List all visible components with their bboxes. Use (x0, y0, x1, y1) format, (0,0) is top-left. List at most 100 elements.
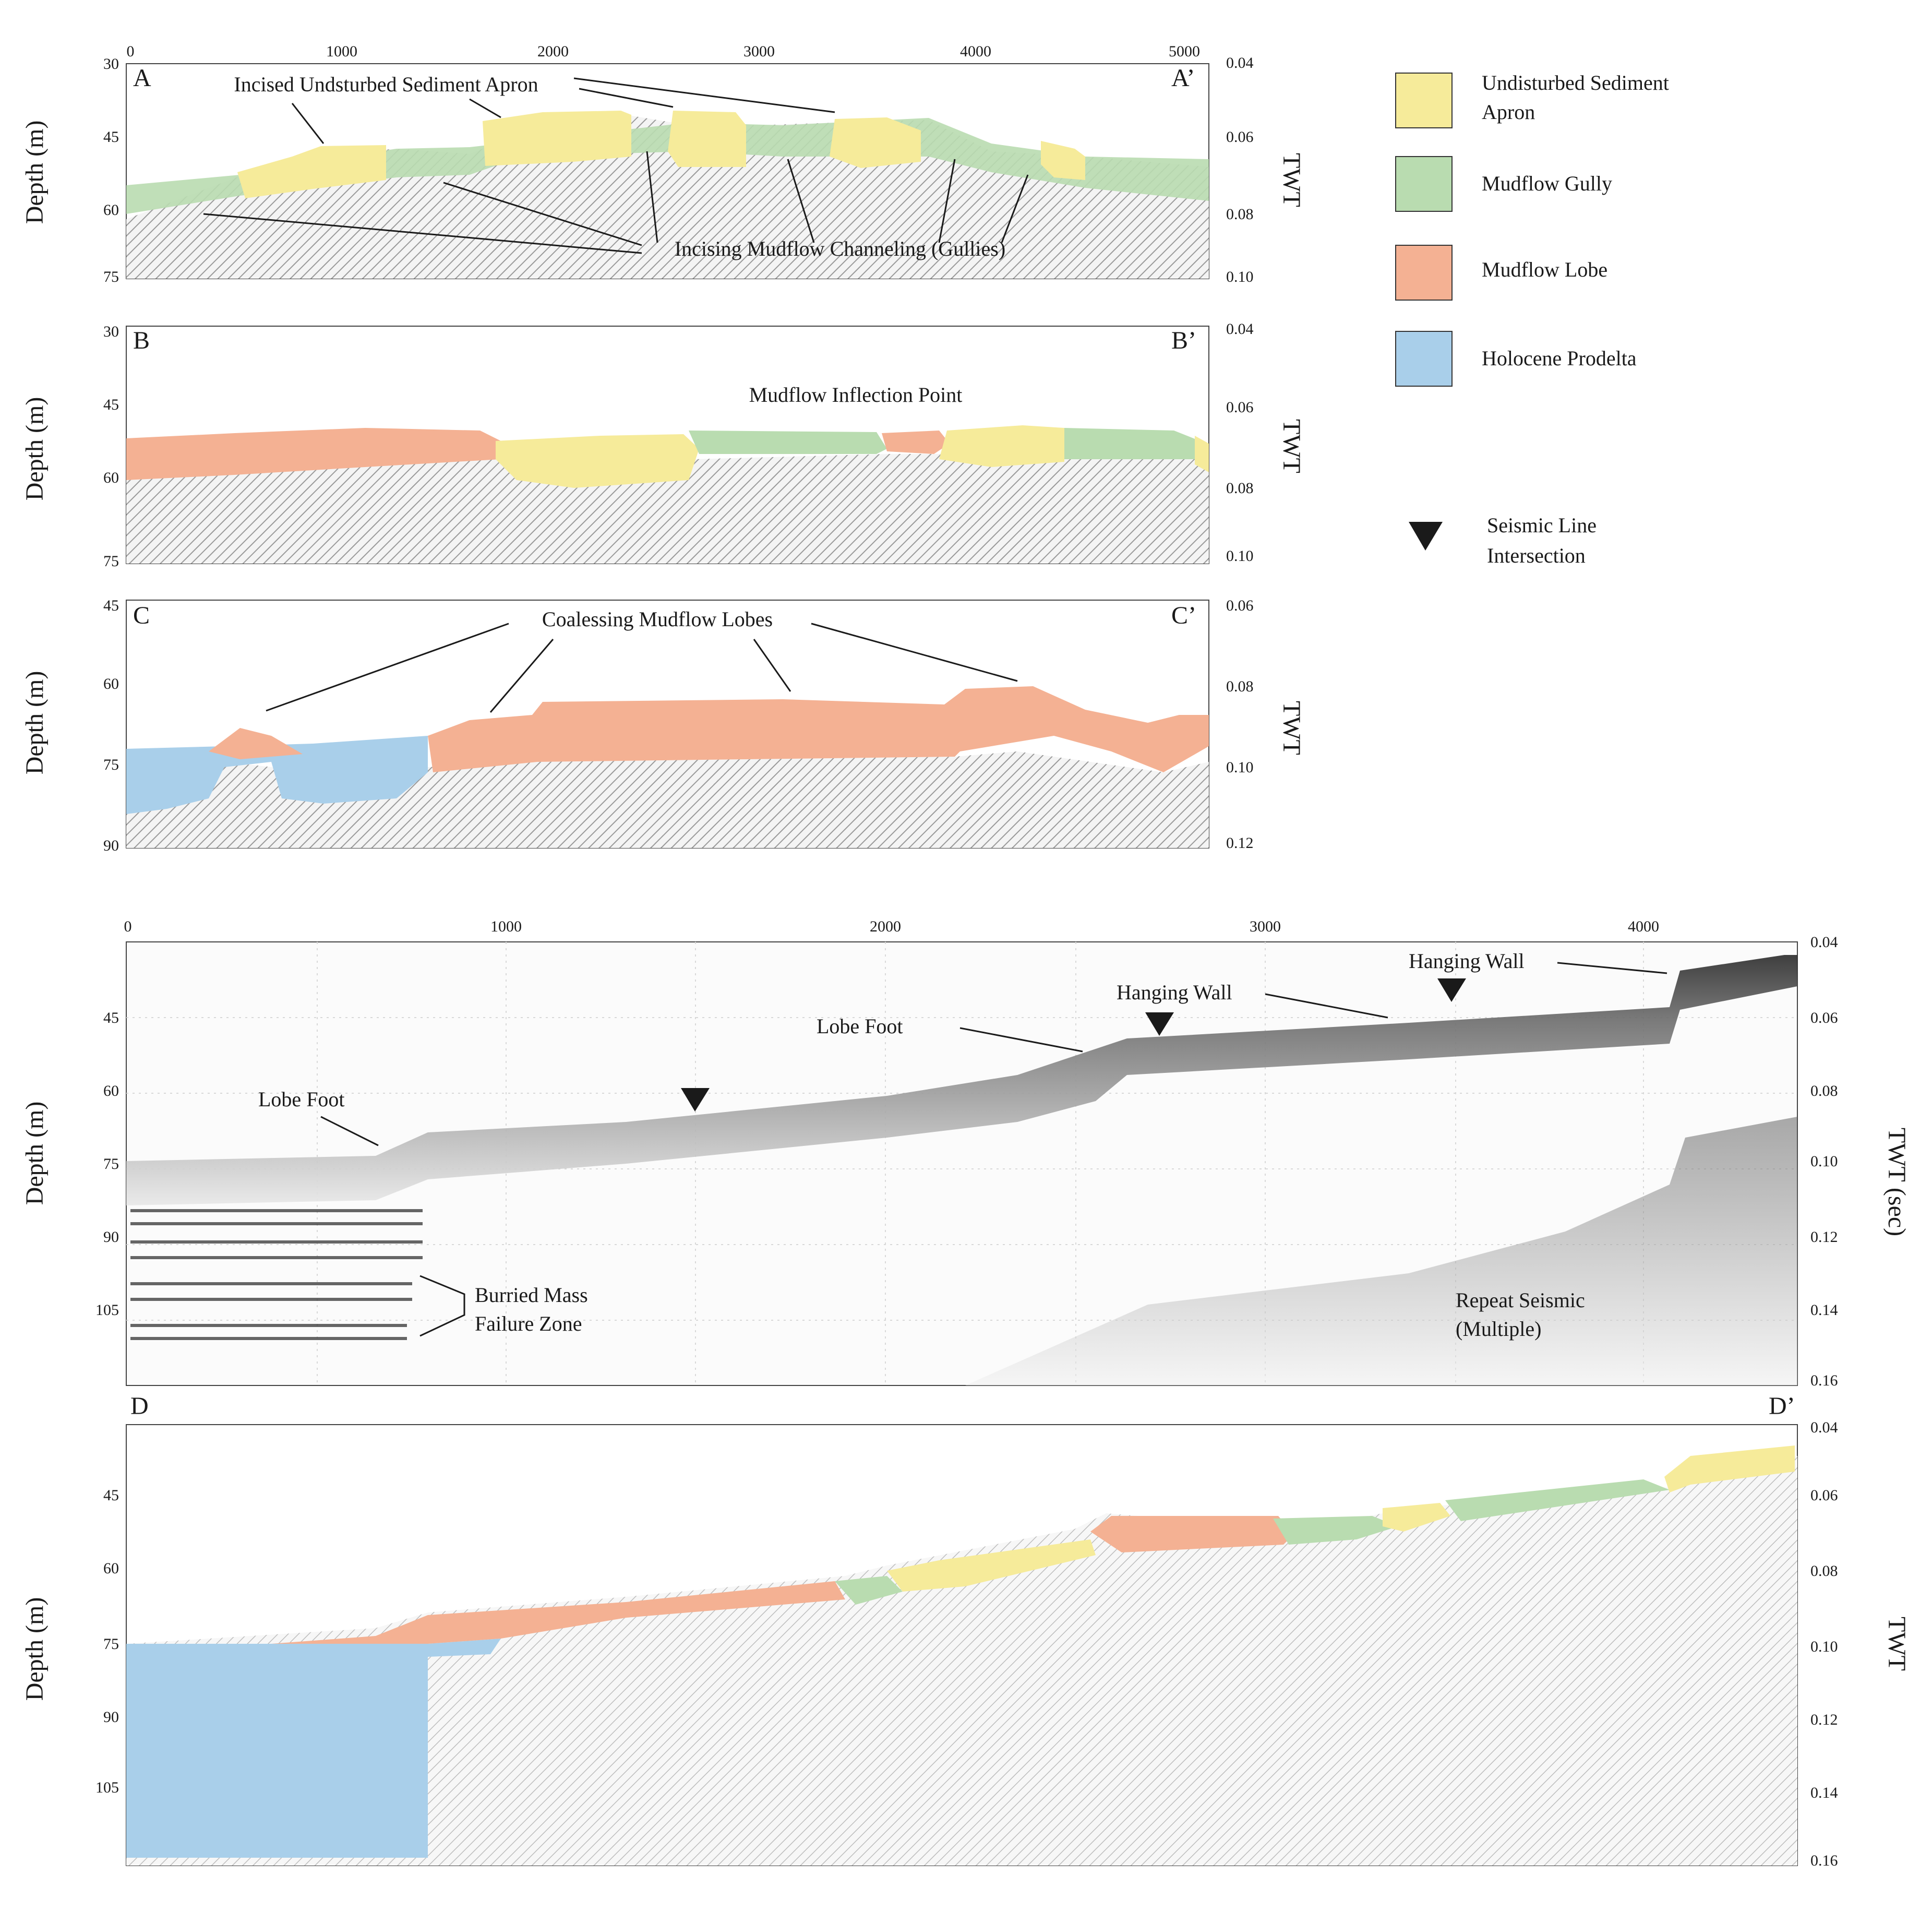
seismic-intersection-markers (681, 978, 1466, 1112)
panel-a-corner-left: A (133, 64, 151, 92)
depth-axis-label: Depth (m) (21, 121, 49, 224)
depth-tick: 45 (103, 128, 119, 146)
panel-a-apron-1 (237, 145, 386, 198)
twt-tick: 0.14 (1810, 1301, 1838, 1319)
panel-c: C C’ 45 60 75 90 0.06 0.08 0.10 0.12 Dep… (21, 597, 1305, 854)
annotation-lobe-foot-1: Lobe Foot (258, 1088, 345, 1111)
depth-tick: 105 (95, 1301, 119, 1319)
legend-marker-label-2: Intersection (1487, 544, 1586, 567)
annotation-hanging-wall-1: Hanging Wall (1117, 981, 1232, 1004)
panel-d-apron-1 (887, 1539, 1096, 1592)
twt-tick: 0.06 (1226, 597, 1254, 614)
panel-a-apron-3 (668, 111, 746, 167)
twt-tick: 0.06 (1226, 128, 1254, 146)
depth-tick: 75 (103, 756, 119, 773)
legend: Undisturbed Sediment Apron Mudflow Gully… (1395, 71, 1669, 567)
twt-tick: 0.06 (1810, 1009, 1838, 1026)
depth-tick: 45 (103, 597, 119, 614)
panel-c-substrate (126, 751, 1209, 848)
distance-tick-2000: 2000 (870, 918, 901, 935)
panel-c-prodelta (126, 736, 428, 814)
panel-b-apron-2 (939, 425, 1064, 467)
twt-axis-label: TWT (1278, 701, 1305, 755)
annotation-buried-mass: Burried Mass (475, 1283, 588, 1307)
twt-axis-label: TWT (1883, 1617, 1911, 1671)
distance-tick-1000: 1000 (326, 43, 357, 60)
panel-d-corner-right: D’ (1769, 1392, 1795, 1420)
panel-c-leader-lines (266, 623, 1018, 713)
panel-d-lobe-2 (1090, 1516, 1294, 1552)
panel-d-raw: 0 1000 2000 3000 4000 (21, 918, 1911, 1389)
twt-tick: 0.10 (1810, 1638, 1838, 1655)
depth-tick: 75 (103, 268, 119, 285)
twt-tick: 0.12 (1810, 1711, 1838, 1728)
panel-c-corner-right: C’ (1171, 602, 1196, 629)
panel-b-gully-1 (689, 431, 887, 454)
annotation-incising-mudflow: Incising Mudflow Channeling (Gullies) (675, 237, 1005, 260)
panel-b-apron-1 (496, 434, 699, 488)
depth-tick: 60 (103, 469, 119, 486)
panel-b-lobe-1 (126, 428, 501, 480)
distance-tick-0: 0 (127, 43, 135, 60)
twt-tick: 0.06 (1226, 399, 1254, 416)
twt-tick: 0.16 (1810, 1852, 1838, 1869)
legend-swatch-lobe (1395, 245, 1453, 301)
distance-tick-5000: 5000 (1169, 43, 1200, 60)
twt-tick: 0.10 (1226, 268, 1254, 285)
depth-tick: 60 (103, 1560, 119, 1577)
panel-b-corner-left: B (133, 327, 150, 354)
depth-tick: 90 (103, 1228, 119, 1246)
depth-tick: 90 (103, 837, 119, 854)
legend-label-gully: Mudflow Gully (1482, 172, 1612, 195)
distance-tick-3000: 3000 (743, 43, 775, 60)
annotation-inflection-point: Mudflow Inflection Point (749, 383, 963, 407)
twt-tick: 0.16 (1810, 1372, 1838, 1389)
depth-tick: 75 (103, 1635, 119, 1653)
depth-tick: 60 (103, 1082, 119, 1100)
twt-tick: 0.10 (1226, 547, 1254, 565)
panel-d-raw-leader-lines (320, 962, 1667, 1337)
twt-tick: 0.08 (1810, 1562, 1838, 1580)
annotation-lobe-foot-2: Lobe Foot (817, 1014, 903, 1038)
panel-d-gully-1 (835, 1576, 903, 1605)
panel-b-gully-2 (1064, 428, 1200, 459)
intersection-marker (1145, 1012, 1174, 1036)
intersection-marker (681, 1088, 710, 1112)
panel-a-gully-layer (126, 118, 1209, 214)
depth-axis-label: Depth (m) (21, 1102, 49, 1205)
depth-tick: 105 (95, 1779, 119, 1796)
twt-tick: 0.12 (1226, 834, 1254, 852)
legend-label-lobe: Mudflow Lobe (1482, 258, 1607, 281)
depth-tick: 30 (103, 323, 119, 340)
panel-d-prodelta (126, 1639, 501, 1858)
panel-b-substrate (126, 449, 1209, 564)
twt-tick: 0.06 (1810, 1487, 1838, 1504)
depth-tick: 75 (103, 553, 119, 570)
depth-tick: 45 (103, 1009, 119, 1026)
twt-tick: 0.14 (1810, 1784, 1838, 1801)
annotation-coalessing-lobes: Coalessing Mudflow Lobes (542, 607, 773, 631)
panel-a-apron-4 (830, 117, 921, 168)
annotation-incised-apron: Incised Undsturbed Sediment Apron (234, 73, 538, 96)
depth-tick: 30 (103, 55, 119, 73)
panel-c-lobe-2 (428, 686, 1209, 772)
twt-tick: 0.08 (1226, 480, 1254, 497)
intersection-marker (1437, 978, 1466, 1002)
legend-swatch-prodelta (1395, 331, 1453, 387)
panel-a: 0 1000 2000 3000 4000 5000 A A’ 30 45 60… (21, 43, 1305, 285)
panel-b-apron-3 (1195, 436, 1209, 472)
depth-tick: 90 (103, 1708, 119, 1726)
twt-axis-label: TWT (1278, 153, 1305, 207)
twt-tick: 0.04 (1810, 934, 1838, 951)
twt-axis-label: TWT (1278, 419, 1305, 473)
panel-d-raw-multiple (965, 1117, 1797, 1385)
legend-label-prodelta: Holocene Prodelta (1482, 346, 1637, 370)
panel-d-raw-seabed-reflector (126, 955, 1797, 1205)
twt-tick: 0.12 (1810, 1228, 1838, 1246)
panel-d-apron-3 (1664, 1445, 1795, 1492)
panel-b-corner-right: B’ (1171, 327, 1196, 354)
panel-d-substrate (126, 1456, 1797, 1866)
distance-tick-0: 0 (124, 918, 132, 935)
legend-swatch-gully (1395, 156, 1453, 212)
